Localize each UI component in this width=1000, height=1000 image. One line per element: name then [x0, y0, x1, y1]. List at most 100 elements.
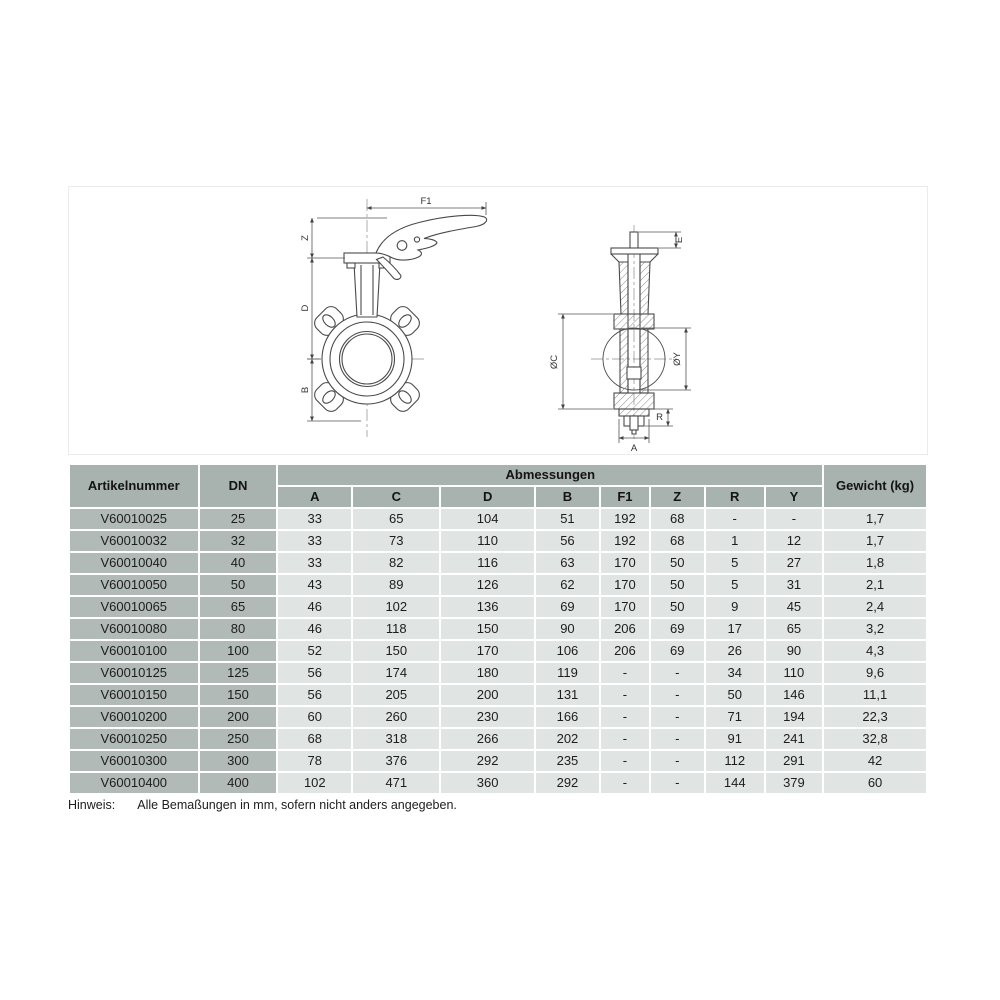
dim-a-cell: 43	[276, 573, 354, 597]
weight-cell: 9,6	[822, 661, 928, 685]
top-flange	[610, 247, 659, 255]
dim-z-cell: -	[648, 705, 706, 729]
dim-b-cell: 235	[533, 749, 602, 773]
weight-cell: 1,7	[822, 529, 928, 553]
dim-label-b: B	[300, 387, 311, 393]
dim-r-cell: -	[703, 507, 766, 531]
weight-cell: 4,3	[822, 639, 928, 663]
dim-z-cell: -	[648, 683, 706, 707]
dim-f1-cell: 170	[599, 595, 651, 619]
dim-y-cell: 90	[763, 639, 825, 663]
dim-y-cell: 27	[763, 551, 825, 575]
dim-label-z: Z	[300, 235, 311, 241]
dim-y-cell: 379	[763, 771, 825, 795]
dn-cell: 150	[197, 683, 279, 707]
dim-f1-cell: -	[599, 683, 651, 707]
article-number-cell: V60010100	[68, 639, 200, 663]
table-row: V60010400 400 102 471 360 292- -144 379 60	[68, 771, 928, 795]
dim-d-cell: 136	[439, 595, 536, 619]
dim-r-cell: 50	[703, 683, 766, 707]
dim-b-cell: 106	[533, 639, 602, 663]
table-row: V60010050 50 43 89 126 62 170 50 5 31 2,1	[68, 573, 928, 597]
dim-a-cell: 33	[276, 551, 354, 575]
dim-c-cell: 205	[351, 683, 442, 707]
dim-d-cell: 230	[439, 705, 536, 729]
stem-top	[629, 231, 639, 250]
dim-b-cell: 56	[533, 529, 602, 553]
table-row: V60010040 40 33 82 116 63 170 50 5 27 1,8	[68, 551, 928, 575]
dim-f1-cell: 206	[599, 617, 651, 641]
dim-y-cell: 110	[763, 661, 825, 685]
weight-cell: 22,3	[822, 705, 928, 729]
dim-r-cell: 144	[703, 771, 766, 795]
weight-cell: 42	[822, 749, 928, 773]
dim-d-cell: 180	[439, 661, 536, 685]
col-header-b: B	[533, 485, 602, 509]
dim-d-cell: 126	[439, 573, 536, 597]
body-bottom-cap	[613, 392, 655, 410]
footnote-text: Alle Bemaßungen in mm, sofern nicht ande…	[137, 798, 457, 812]
dim-b-cell: 119	[533, 661, 602, 685]
dim-b-cell: 51	[533, 507, 602, 531]
dim-y-cell: -	[763, 507, 825, 531]
table-row: V60010200 200 60 260 230 166- -71 194 22,3	[68, 705, 928, 729]
dim-z-cell: -	[648, 771, 706, 795]
footnote-label: Hinweis:	[68, 798, 116, 812]
dim-c-cell: 174	[351, 661, 442, 685]
article-number-cell: V60010050	[68, 573, 200, 597]
dim-b-cell: 166	[533, 705, 602, 729]
dim-label-r: R	[656, 412, 663, 423]
body-top-cap	[613, 313, 655, 330]
valve-body-outline	[321, 313, 413, 405]
dim-label-oy: ØY	[672, 351, 683, 365]
weight-cell: 3,2	[822, 617, 928, 641]
dim-a-cell: 33	[276, 507, 354, 531]
dim-a-cell: 60	[276, 705, 354, 729]
dim-b-cell: 63	[533, 551, 602, 575]
article-number-cell: V60010040	[68, 551, 200, 575]
dim-r-cell: 9	[703, 595, 766, 619]
article-number-cell: V60010065	[68, 595, 200, 619]
col-header-d: D	[439, 485, 536, 509]
article-number-cell: V60010025	[68, 507, 200, 531]
table-row: V60010300 300 78 376 292 235- -112 291 42	[68, 749, 928, 773]
dim-r-cell: 5	[703, 573, 766, 597]
article-number-cell: V60010032	[68, 529, 200, 553]
col-header-y: Y	[763, 485, 825, 509]
dim-d-cell: 110	[439, 529, 536, 553]
table-row: V60010125 125 56 174 180 119- -34 110 9,6	[68, 661, 928, 685]
dim-c-cell: 89	[351, 573, 442, 597]
dim-z-cell: 69	[648, 639, 706, 663]
dim-c-cell: 118	[351, 617, 442, 641]
dim-a-cell: 56	[276, 661, 354, 685]
dn-cell: 100	[197, 639, 279, 663]
dim-b-cell: 131	[533, 683, 602, 707]
dim-c-cell: 471	[351, 771, 442, 795]
article-number-cell: V60010150	[68, 683, 200, 707]
front-view: F1 Z D B	[300, 196, 488, 437]
dim-y-cell: 146	[763, 683, 825, 707]
dim-d-cell: 360	[439, 771, 536, 795]
dn-cell: 25	[197, 507, 279, 531]
dim-r-cell: 71	[703, 705, 766, 729]
dim-y-cell: 241	[763, 727, 825, 751]
dim-z-cell: 50	[648, 573, 706, 597]
dn-cell: 125	[197, 661, 279, 685]
weight-cell: 32,8	[822, 727, 928, 751]
dim-f1-cell: -	[599, 749, 651, 773]
dim-z-cell: 50	[648, 595, 706, 619]
dim-a-cell: 102	[276, 771, 354, 795]
dim-r-cell: 91	[703, 727, 766, 751]
dim-f1-cell: 192	[599, 507, 651, 531]
dn-cell: 300	[197, 749, 279, 773]
dim-c-cell: 260	[351, 705, 442, 729]
col-header-a: A	[276, 485, 354, 509]
dim-y-cell: 291	[763, 749, 825, 773]
dim-z-cell: 69	[648, 617, 706, 641]
col-header-z: Z	[648, 485, 706, 509]
dim-r-cell: 34	[703, 661, 766, 685]
dim-f1-cell: 206	[599, 639, 651, 663]
dim-r-cell: 5	[703, 551, 766, 575]
col-header-abmessungen: Abmessungen	[276, 463, 825, 487]
weight-cell: 2,1	[822, 573, 928, 597]
